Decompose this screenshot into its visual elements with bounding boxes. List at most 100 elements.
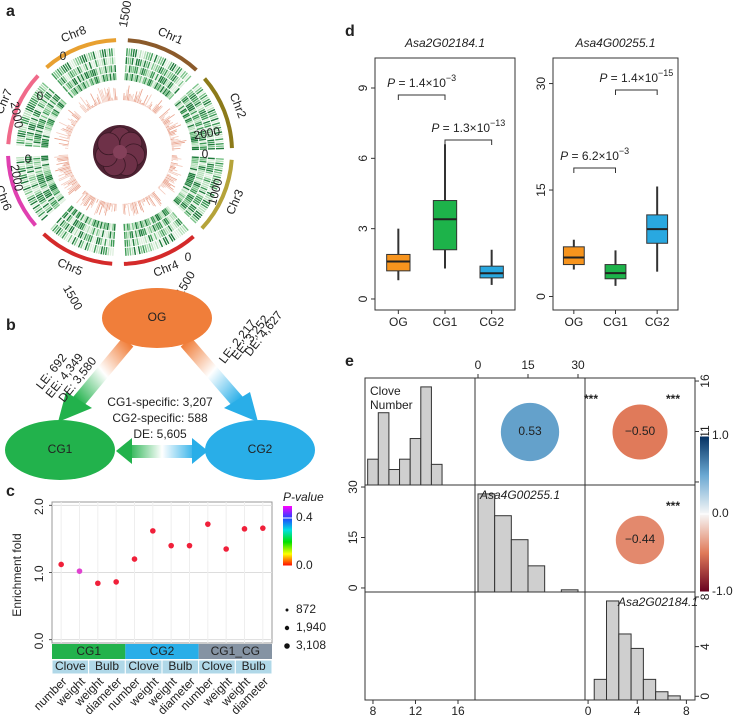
track	[187, 177, 195, 181]
track	[189, 169, 197, 173]
track	[180, 203, 187, 209]
track	[101, 238, 105, 246]
track	[138, 237, 142, 245]
panel-label: d	[345, 23, 355, 40]
track	[32, 187, 40, 192]
track	[48, 116, 56, 121]
box	[479, 265, 504, 279]
track	[68, 90, 75, 98]
track	[148, 217, 153, 225]
track	[41, 140, 49, 143]
track	[181, 95, 188, 102]
track	[58, 197, 66, 204]
dot	[131, 556, 138, 562]
track	[111, 231, 114, 239]
track	[207, 143, 215, 146]
track	[114, 88, 117, 101]
track	[151, 103, 158, 112]
track	[30, 181, 38, 186]
track	[147, 52, 152, 61]
track	[156, 222, 162, 230]
track	[176, 195, 183, 201]
track	[166, 125, 176, 131]
track	[54, 70, 61, 78]
track	[171, 141, 185, 145]
track	[103, 49, 107, 58]
track	[191, 83, 199, 90]
annotation-text: = 6.2×10	[568, 149, 619, 163]
track	[150, 225, 155, 233]
track	[90, 197, 96, 206]
track	[18, 171, 27, 176]
track	[160, 229, 166, 237]
track	[152, 191, 161, 202]
chromosome-label: Chr2	[227, 91, 250, 121]
track	[154, 73, 159, 81]
track	[64, 171, 73, 176]
track	[82, 81, 87, 89]
subgroup-label: Clove	[55, 659, 86, 673]
track	[151, 71, 156, 79]
track	[79, 96, 90, 111]
track	[129, 231, 132, 239]
edge-label: CG1-specific: 3,207	[107, 395, 213, 409]
histogram-bar	[527, 565, 546, 593]
track	[34, 135, 42, 139]
track	[71, 123, 76, 127]
track	[31, 115, 39, 120]
track	[70, 218, 76, 225]
track	[25, 107, 34, 113]
track	[93, 236, 97, 244]
histogram-bar	[367, 458, 379, 486]
track	[127, 203, 130, 217]
track	[56, 158, 69, 161]
track	[201, 96, 209, 102]
track	[144, 69, 148, 77]
track	[194, 212, 202, 219]
track	[58, 159, 69, 162]
track	[21, 116, 30, 121]
track	[198, 190, 206, 195]
track	[76, 212, 82, 219]
track	[191, 215, 199, 222]
track	[214, 133, 223, 137]
track	[188, 172, 196, 176]
track	[83, 215, 88, 223]
track	[130, 239, 133, 247]
track	[45, 206, 52, 212]
track	[169, 132, 176, 136]
track	[169, 133, 177, 137]
y-tick-label: 3	[356, 225, 370, 232]
track	[139, 67, 143, 75]
track	[152, 63, 157, 71]
track	[50, 113, 58, 119]
track	[125, 89, 128, 101]
track	[34, 166, 42, 170]
track	[158, 221, 164, 229]
track	[127, 57, 130, 65]
annotation: P = 1.3×10−13	[431, 118, 505, 135]
circos-tick-label: 2000	[8, 163, 26, 192]
track	[188, 173, 196, 178]
annotation-exp: −13	[490, 118, 505, 128]
panel-label: a	[6, 3, 15, 20]
track	[27, 103, 36, 109]
track	[57, 218, 64, 225]
track	[67, 215, 73, 223]
track	[202, 118, 210, 123]
track	[189, 205, 196, 211]
track	[158, 239, 164, 248]
track	[161, 58, 167, 67]
track	[207, 108, 216, 114]
track	[208, 111, 217, 116]
track	[162, 180, 171, 187]
track	[39, 116, 47, 121]
histogram-bar	[377, 412, 390, 486]
track	[43, 204, 51, 210]
track	[201, 184, 209, 189]
annotation-text: = 1.4×10	[607, 71, 658, 85]
dot	[76, 568, 83, 574]
track	[167, 61, 173, 70]
track	[61, 221, 67, 228]
